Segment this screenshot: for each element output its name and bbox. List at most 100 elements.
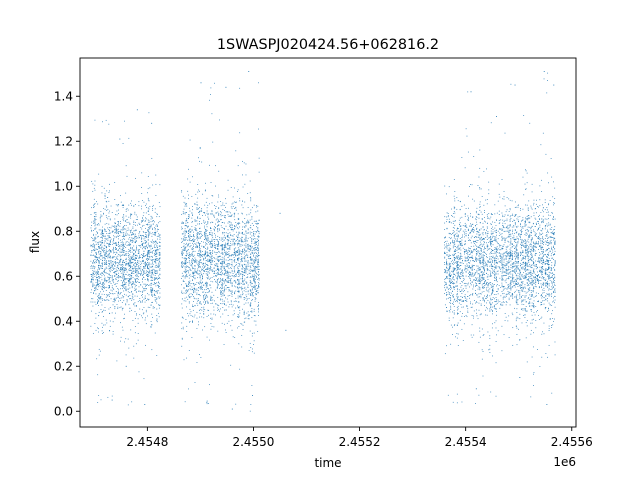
data-point	[446, 276, 447, 277]
data-point	[448, 255, 450, 257]
data-point	[126, 299, 128, 300]
data-point	[115, 245, 117, 246]
data-point	[188, 295, 189, 297]
data-point	[194, 268, 196, 269]
data-point	[124, 287, 125, 289]
data-point	[98, 315, 100, 316]
data-point	[115, 249, 116, 250]
data-point	[222, 307, 224, 308]
data-point	[448, 310, 450, 312]
data-point	[188, 283, 189, 285]
data-point	[90, 254, 92, 256]
data-point	[192, 290, 194, 291]
data-point	[97, 280, 98, 282]
data-point	[156, 250, 158, 252]
data-point	[244, 249, 246, 251]
data-point	[152, 280, 154, 281]
data-point	[235, 297, 237, 299]
data-point	[238, 243, 240, 244]
data-point	[114, 301, 116, 303]
data-point	[151, 294, 153, 296]
data-point	[125, 294, 127, 296]
data-point	[181, 228, 183, 229]
data-point	[111, 395, 113, 397]
data-point	[107, 276, 109, 278]
data-point	[98, 268, 100, 270]
data-point	[141, 300, 143, 302]
data-point	[136, 268, 138, 270]
data-point	[253, 332, 255, 334]
data-point	[141, 269, 143, 271]
data-point	[97, 272, 98, 274]
data-point	[184, 247, 186, 249]
data-point	[158, 245, 160, 247]
data-point	[448, 285, 450, 286]
data-point	[450, 274, 452, 276]
data-point	[232, 304, 234, 306]
data-point	[198, 243, 200, 245]
data-point	[229, 245, 231, 246]
data-point	[253, 270, 254, 272]
data-point	[121, 285, 123, 287]
data-point	[222, 292, 224, 294]
data-point	[240, 287, 242, 289]
data-point	[225, 211, 227, 213]
data-point	[92, 244, 94, 246]
data-point	[205, 284, 207, 286]
data-point	[98, 261, 100, 262]
data-point	[185, 272, 187, 274]
data-point	[101, 330, 103, 332]
data-point	[193, 296, 194, 297]
data-point	[188, 238, 190, 240]
data-point	[253, 315, 255, 316]
data-point	[181, 222, 183, 224]
data-point	[158, 235, 160, 237]
data-point	[93, 233, 94, 235]
data-point	[93, 187, 95, 189]
data-point	[109, 227, 111, 228]
data-point	[239, 286, 241, 288]
data-point	[454, 240, 456, 242]
data-point	[248, 248, 250, 250]
data-point	[135, 219, 137, 220]
data-point	[114, 232, 116, 234]
data-point	[131, 234, 133, 236]
data-point	[449, 272, 451, 274]
data-point	[245, 237, 247, 238]
data-point	[125, 264, 127, 265]
data-point	[150, 279, 152, 281]
data-point	[96, 271, 98, 273]
data-point	[214, 205, 215, 206]
data-point	[221, 284, 223, 286]
data-point	[241, 260, 243, 262]
data-point	[144, 262, 146, 263]
data-point	[139, 282, 141, 283]
data-point	[248, 245, 250, 247]
data-point	[245, 245, 247, 247]
data-point	[213, 294, 215, 296]
data-point	[99, 296, 101, 298]
data-point	[100, 241, 102, 243]
data-point	[245, 281, 247, 283]
data-point	[125, 225, 127, 226]
data-point	[219, 274, 221, 275]
data-point	[234, 225, 236, 226]
data-point	[225, 246, 227, 248]
data-point	[229, 255, 231, 256]
data-point	[211, 247, 213, 248]
data-point	[449, 280, 451, 282]
data-point	[237, 278, 238, 280]
data-point	[225, 254, 227, 256]
data-point	[128, 278, 130, 280]
data-point	[186, 266, 188, 268]
data-point	[247, 266, 249, 267]
data-point	[218, 256, 220, 258]
data-point	[228, 274, 230, 276]
data-point	[215, 280, 216, 282]
data-point	[91, 289, 93, 291]
data-point	[94, 248, 96, 250]
data-point	[100, 229, 102, 231]
data-point	[138, 260, 140, 262]
data-point	[100, 254, 102, 256]
data-point	[134, 238, 136, 240]
